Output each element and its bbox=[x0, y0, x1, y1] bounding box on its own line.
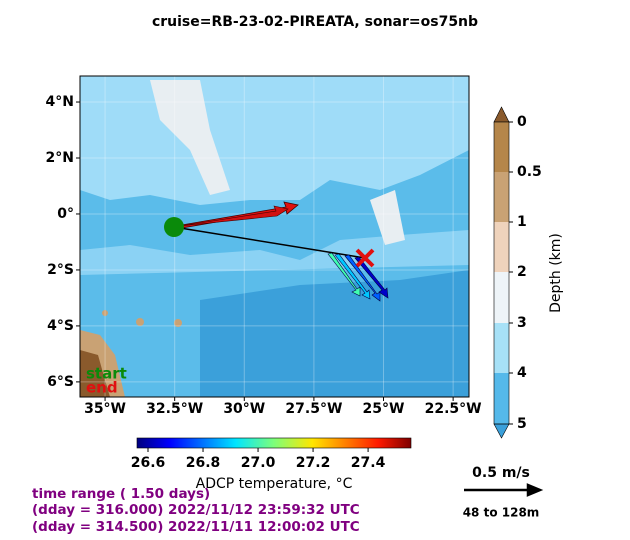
depth-tick-label: 0 bbox=[517, 114, 527, 130]
depth-tick-label: 1 bbox=[517, 214, 527, 230]
land bbox=[80, 350, 110, 397]
temperature-tick-label: 27.2 bbox=[296, 455, 331, 471]
x-tick-label: 35°W bbox=[84, 401, 126, 417]
depth-colorbar-label: Depth (km) bbox=[548, 233, 564, 313]
scale-speed: 0.5 m/s bbox=[472, 465, 530, 481]
depth-tick-label: 0.5 bbox=[517, 164, 542, 180]
seamount-area bbox=[150, 80, 230, 195]
track bbox=[173, 226, 366, 259]
depth-colorbar bbox=[493, 106, 510, 439]
x-tick-label: 27.5°W bbox=[285, 401, 342, 417]
y-tick-label: 6°S bbox=[47, 374, 74, 390]
temperature-tick-label: 27.4 bbox=[351, 455, 386, 471]
depth-tick-label: 4 bbox=[517, 365, 527, 381]
y-tick-label: 4°N bbox=[46, 94, 74, 110]
island bbox=[174, 319, 182, 327]
scale-depth: 48 to 128m bbox=[463, 506, 540, 520]
end-label: end bbox=[86, 379, 118, 397]
time-start: (dday = 314.500) 2022/11/11 12:00:02 UTC bbox=[32, 519, 360, 535]
x-tick-label: 22.5°W bbox=[425, 401, 482, 417]
temperature-colorbar-label: ADCP temperature, °C bbox=[196, 476, 353, 492]
y-tick-label: 4°S bbox=[47, 318, 74, 334]
temperature-tick-label: 26.6 bbox=[131, 455, 166, 471]
island bbox=[136, 318, 144, 326]
depth-tick-label: 5 bbox=[517, 416, 527, 432]
depth-tick-label: 3 bbox=[517, 315, 527, 331]
time-range: time range ( 1.50 days) bbox=[32, 486, 210, 502]
seamount-area bbox=[370, 190, 405, 245]
x-tick-label: 32.5°W bbox=[146, 401, 203, 417]
scale-arrow bbox=[464, 483, 544, 497]
start-marker bbox=[164, 217, 184, 237]
start-label: start bbox=[86, 365, 127, 383]
y-tick-label: 0° bbox=[57, 206, 74, 222]
deep-region bbox=[200, 270, 469, 397]
y-tick-label: 2°S bbox=[47, 262, 74, 278]
x-tick-label: 25°W bbox=[363, 401, 405, 417]
x-tick-label: 30°W bbox=[223, 401, 265, 417]
map: start end bbox=[80, 76, 469, 397]
island bbox=[102, 310, 108, 316]
y-tick-label: 2°N bbox=[46, 150, 74, 166]
time-end: (dday = 316.000) 2022/11/12 23:59:32 UTC bbox=[32, 502, 360, 518]
end-marker bbox=[355, 248, 375, 268]
title: cruise=RB-23-02-PIREATA, sonar=os75nb bbox=[152, 14, 478, 30]
velocity-vectors bbox=[175, 201, 389, 302]
temperature-tick-label: 26.8 bbox=[186, 455, 221, 471]
temperature-tick-label: 27.0 bbox=[241, 455, 276, 471]
temperature-colorbar bbox=[136, 437, 412, 449]
map-frame bbox=[79, 75, 470, 398]
depth-tick-label: 2 bbox=[517, 264, 527, 280]
